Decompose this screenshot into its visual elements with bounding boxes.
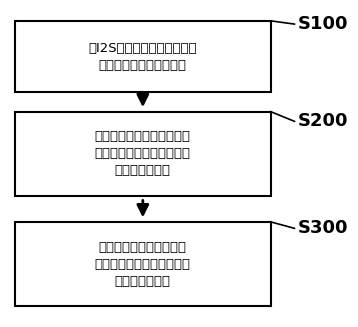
FancyBboxPatch shape — [15, 112, 271, 196]
Text: 根据帧配置信息对对齐信号
进行提取，得到与音频数据
相关的数据片段: 根据帧配置信息对对齐信号 进行提取，得到与音频数据 相关的数据片段 — [95, 130, 191, 177]
Text: S200: S200 — [298, 112, 348, 130]
Text: S100: S100 — [298, 15, 348, 33]
FancyBboxPatch shape — [15, 21, 271, 92]
Text: 根据数据片段形成触发数
据，利用触发数据产生触发
信号以进行触发: 根据数据片段形成触发数 据，利用触发数据产生触发 信号以进行触发 — [95, 241, 191, 287]
FancyBboxPatch shape — [15, 222, 271, 306]
Text: S300: S300 — [298, 219, 348, 237]
Text: 对I2S信号中的各类数据进行
边沿对齐，得到对齐信号: 对I2S信号中的各类数据进行 边沿对齐，得到对齐信号 — [88, 42, 197, 72]
